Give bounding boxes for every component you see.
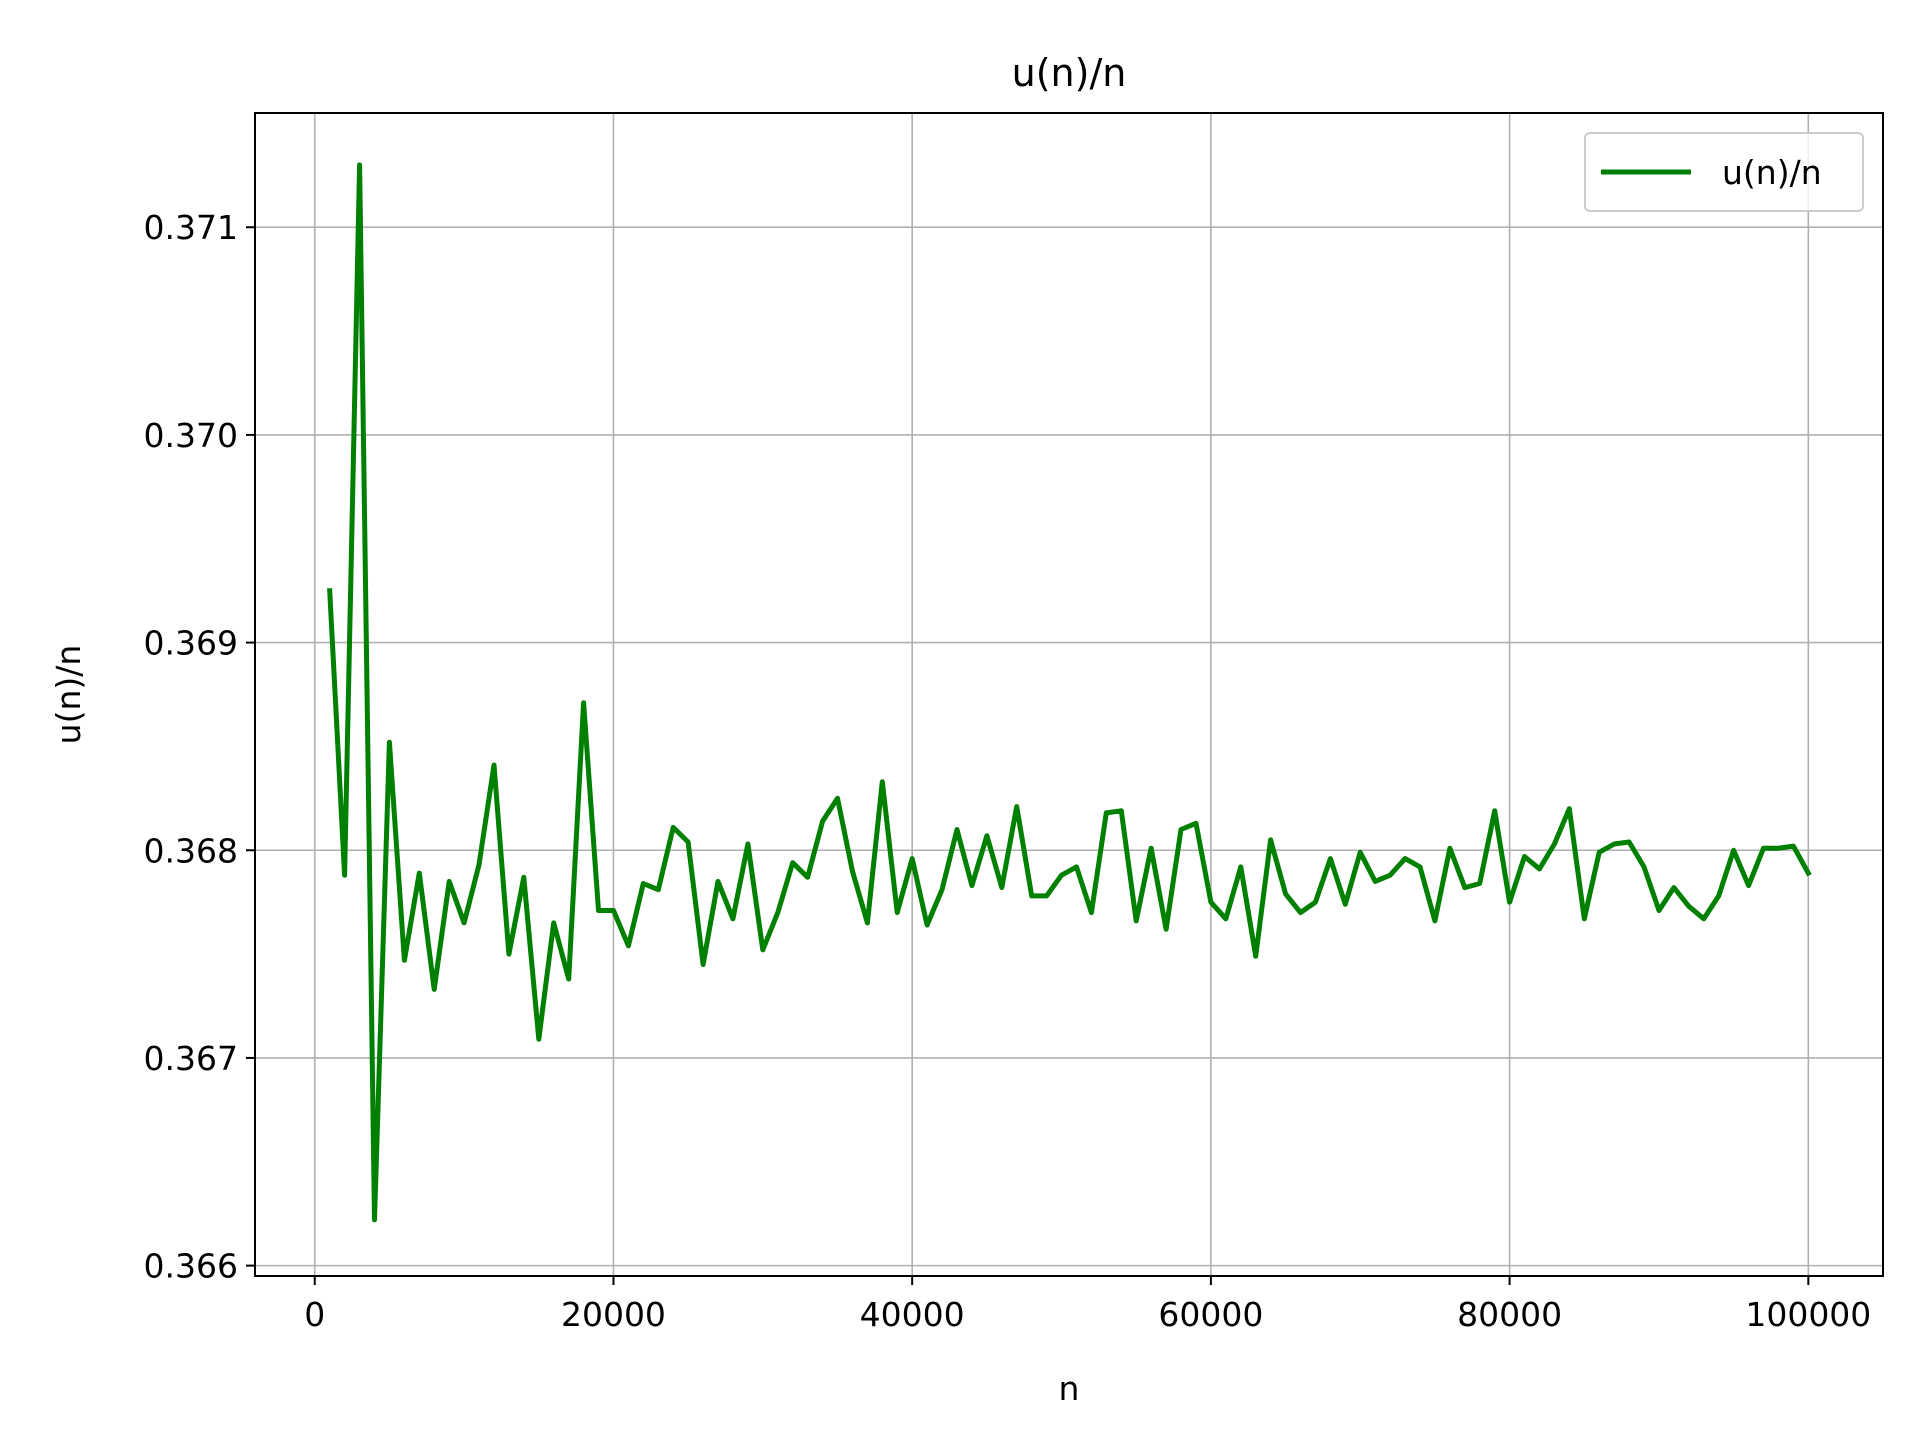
y-axis-ticks: 0.366 0.367 0.368 0.369 0.370 0.371 — [144, 208, 255, 1286]
y-tick-label: 0.371 — [144, 208, 238, 247]
y-tick-label: 0.366 — [144, 1247, 238, 1286]
x-tick-label: 80000 — [1457, 1295, 1562, 1334]
plot-area-frame — [254, 112, 1884, 1277]
y-tick-label: 0.369 — [144, 624, 238, 663]
chart-title: u(n)/n — [1012, 51, 1127, 95]
x-axis-label: n — [1059, 1369, 1080, 1408]
y-tick-label: 0.367 — [144, 1039, 238, 1078]
y-tick-label: 0.368 — [144, 831, 238, 870]
x-tick-label: 40000 — [860, 1295, 965, 1334]
legend: u(n)/n — [1584, 132, 1864, 212]
legend-entry-label: u(n)/n — [1722, 153, 1822, 192]
x-tick-label: 0 — [304, 1295, 325, 1334]
y-tick-label: 0.370 — [144, 416, 238, 455]
series-line — [327, 162, 1812, 1223]
legend-box — [1584, 132, 1864, 212]
x-axis-ticks: 0 20000 40000 60000 80000 100000 — [304, 1276, 1871, 1334]
x-tick-label: 60000 — [1158, 1295, 1263, 1334]
x-tick-label: 100000 — [1745, 1295, 1871, 1334]
series-layer — [327, 162, 1812, 1223]
grid-lines — [255, 113, 1883, 1276]
x-tick-label: 20000 — [561, 1295, 666, 1334]
y-axis-label: u(n)/n — [49, 645, 88, 745]
